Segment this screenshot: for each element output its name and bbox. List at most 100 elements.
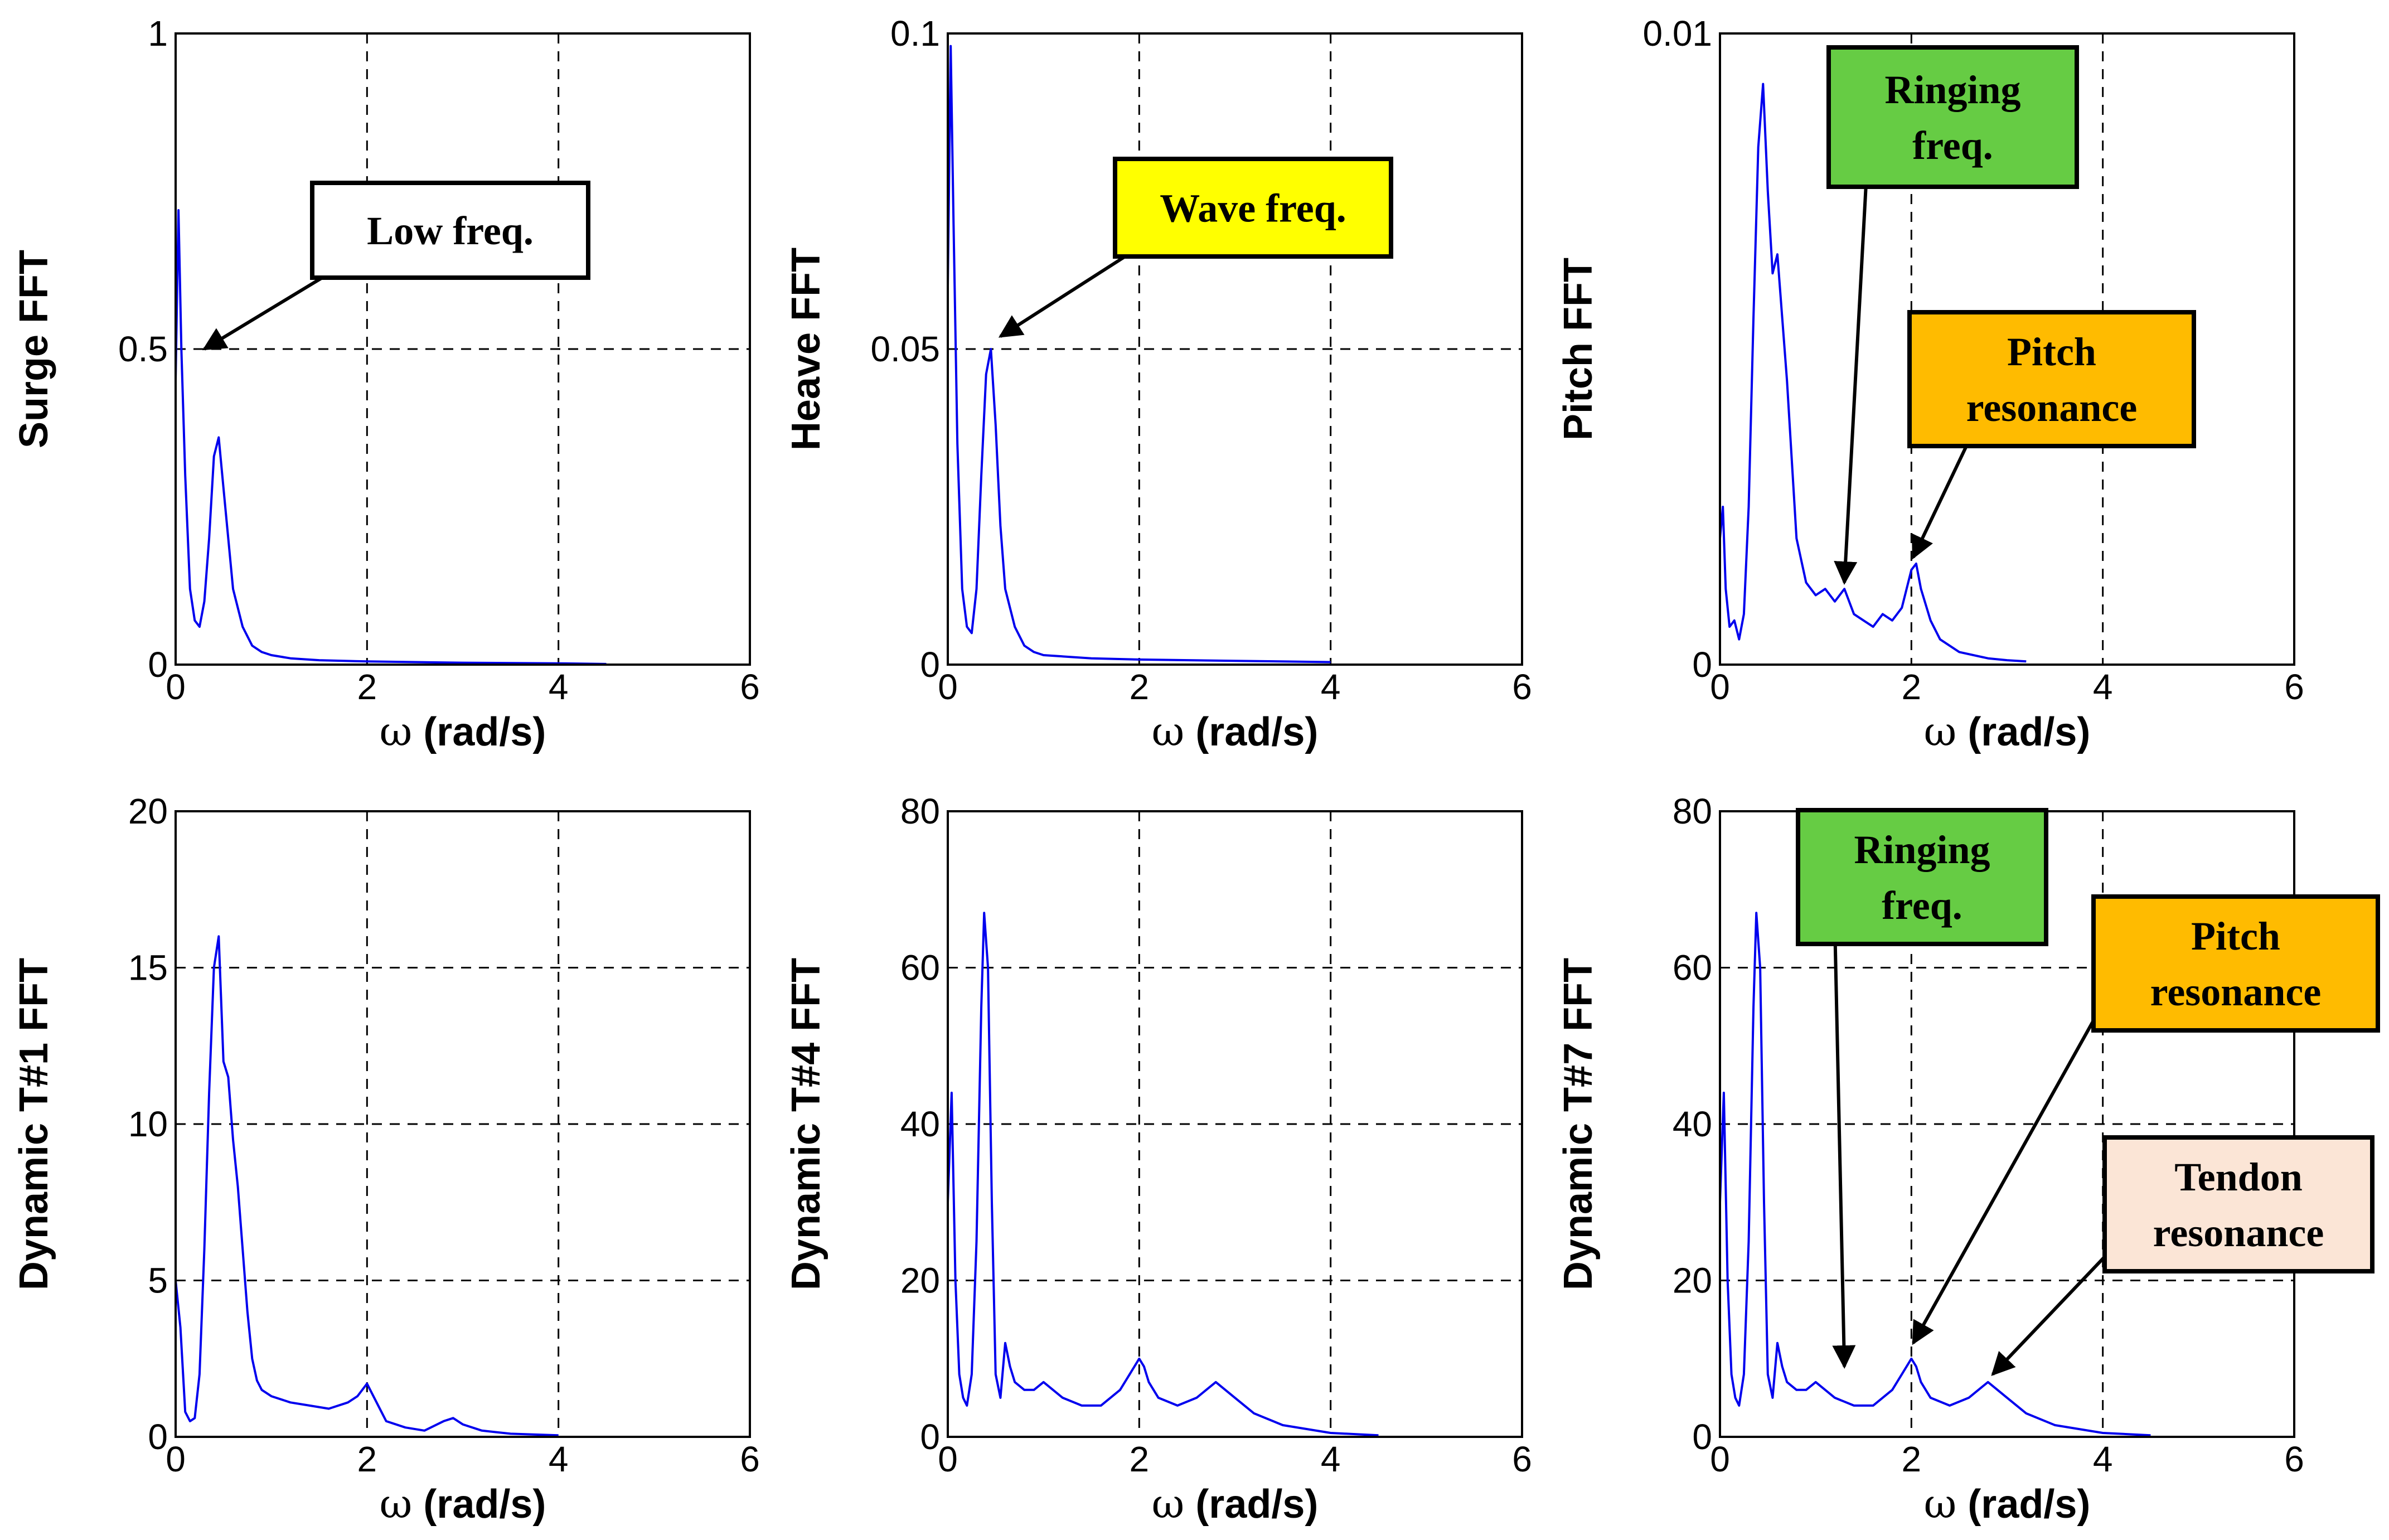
x-tick-label: 4 bbox=[549, 1439, 569, 1479]
annotation-box bbox=[1907, 310, 2196, 448]
y-tick-label: 80 bbox=[900, 791, 940, 831]
annotation-ringing-freq-: Ringing freq. bbox=[1826, 45, 2079, 585]
x-tick-label: 6 bbox=[740, 667, 760, 707]
annotation-box bbox=[1826, 45, 2079, 189]
y-axis-label: Surge FFT bbox=[12, 250, 56, 448]
annotation-label: freq. bbox=[1912, 123, 1993, 168]
y-axis-label: Dynamic T#1 FFT bbox=[12, 958, 56, 1290]
annotation-label: Wave freq. bbox=[1160, 186, 1346, 231]
annotation-label: resonance bbox=[2153, 1210, 2324, 1255]
x-tick-label: 6 bbox=[1512, 667, 1532, 707]
annotation-label: freq. bbox=[1882, 883, 1962, 928]
chart-t1: 0 2 4 6 0 5 10 15 20 ω (rad/s) Dynamic T#1 FFT bbox=[12, 791, 760, 1527]
annotation-box bbox=[1796, 808, 2048, 946]
annotation-box bbox=[2091, 894, 2380, 1033]
plot-frame bbox=[175, 810, 751, 1438]
x-tick-label: 4 bbox=[1321, 667, 1341, 707]
y-axis-label: Dynamic T#4 FFT bbox=[784, 958, 828, 1290]
x-tick-label: 2 bbox=[1130, 667, 1150, 707]
y-tick-label: 40 bbox=[900, 1104, 940, 1144]
annotation-label: resonance bbox=[1966, 385, 2138, 430]
x-tick-label: 4 bbox=[549, 667, 569, 707]
x-tick-label: 0 bbox=[1710, 667, 1730, 707]
y-tick-label: 60 bbox=[1673, 948, 1712, 988]
y-tick-label: 0 bbox=[1692, 645, 1712, 685]
annotation-label: Tendon bbox=[2174, 1155, 2303, 1199]
annotation-low-freq-: Low freq. bbox=[202, 181, 590, 351]
y-tick-label: 0.01 bbox=[1642, 13, 1712, 54]
plot-frame bbox=[175, 32, 751, 666]
annotation-arrow bbox=[202, 276, 323, 351]
annotation-arrow bbox=[1912, 445, 1968, 560]
series-line-t1-0 bbox=[175, 935, 559, 1437]
annotation-label: resonance bbox=[2150, 970, 2322, 1014]
annotation-box bbox=[310, 181, 590, 280]
x-tick-label: 4 bbox=[2093, 1439, 2113, 1479]
y-tick-label: 0.05 bbox=[870, 329, 940, 369]
annotation-pitch-resonance: Pitch resonance bbox=[1912, 894, 2380, 1345]
y-tick-label: 0 bbox=[920, 1417, 940, 1457]
annotation-label: Pitch bbox=[2007, 330, 2096, 374]
x-tick-label: 0 bbox=[938, 1439, 958, 1479]
y-axis-label: Pitch FFT bbox=[1556, 258, 1601, 440]
y-tick-label: 0 bbox=[920, 645, 940, 685]
annotation-arrow bbox=[1991, 1250, 2111, 1376]
x-tick-label: 6 bbox=[2284, 1439, 2304, 1479]
x-axis-label: ω (rad/s) bbox=[1924, 1480, 2091, 1527]
x-tick-label: 2 bbox=[1902, 1439, 1922, 1479]
x-tick-label: 0 bbox=[938, 667, 958, 707]
x-tick-label: 4 bbox=[1321, 1439, 1341, 1479]
y-tick-label: 20 bbox=[128, 791, 168, 831]
x-tick-label: 0 bbox=[166, 667, 186, 707]
annotation-label: Ringing bbox=[1854, 827, 1990, 872]
annotation-arrow bbox=[998, 255, 1126, 338]
series-line-pitch-0 bbox=[1719, 83, 2027, 663]
x-tick-label: 2 bbox=[357, 1439, 377, 1479]
chart-pitch: 0 2 4 6 0 0.01 ω (rad/s) Pitch FFT Ringing freq. P… bbox=[1556, 13, 2304, 755]
x-axis-label: ω (rad/s) bbox=[1152, 1480, 1319, 1527]
y-tick-label: 15 bbox=[128, 948, 168, 988]
y-tick-label: 20 bbox=[1673, 1261, 1712, 1301]
y-tick-label: 5 bbox=[148, 1261, 168, 1301]
y-tick-label: 0 bbox=[1692, 1417, 1712, 1457]
plot-frame bbox=[1719, 32, 2295, 666]
x-tick-label: 6 bbox=[1512, 1439, 1532, 1479]
y-tick-label: 10 bbox=[128, 1104, 168, 1144]
y-axis-label: Heave FFT bbox=[784, 248, 828, 451]
y-tick-label: 0.1 bbox=[890, 13, 940, 54]
x-axis-label: ω (rad/s) bbox=[1152, 708, 1319, 755]
x-tick-label: 6 bbox=[740, 1439, 760, 1479]
chart-surge: 0 2 4 6 0 0.5 1 ω (rad/s) Surge FFT Low freq. bbox=[12, 13, 760, 755]
y-tick-label: 1 bbox=[148, 13, 168, 54]
y-tick-label: 0 bbox=[148, 1417, 168, 1457]
y-tick-label: 80 bbox=[1673, 791, 1712, 831]
y-tick-label: 0.5 bbox=[118, 329, 168, 369]
series-line-heave-0 bbox=[947, 45, 1331, 664]
x-tick-label: 2 bbox=[1130, 1439, 1150, 1479]
annotation-pitch-resonance: Pitch resonance bbox=[1907, 310, 2196, 560]
x-tick-label: 4 bbox=[2093, 667, 2113, 707]
x-tick-label: 0 bbox=[1710, 1439, 1730, 1479]
annotation-arrow bbox=[1912, 1009, 2101, 1345]
annotation-ringing-freq-: Ringing freq. bbox=[1796, 808, 2048, 1369]
annotation-wave-freq-: Wave freq. bbox=[998, 157, 1393, 338]
annotation-box bbox=[1113, 157, 1393, 259]
x-tick-label: 6 bbox=[2284, 667, 2304, 707]
x-tick-label: 2 bbox=[1902, 667, 1922, 707]
y-tick-label: 20 bbox=[900, 1261, 940, 1301]
chart-heave: 0 2 4 6 0 0.05 0.1 ω (rad/s) Heave FFT Wave freq. bbox=[784, 13, 1532, 755]
x-axis-label: ω (rad/s) bbox=[1924, 708, 2091, 755]
series-line-t4-0 bbox=[947, 912, 1379, 1437]
y-tick-label: 40 bbox=[1673, 1104, 1712, 1144]
annotation-label: Low freq. bbox=[367, 209, 534, 253]
x-tick-label: 2 bbox=[357, 667, 377, 707]
annotation-label: Pitch bbox=[2191, 914, 2280, 958]
x-tick-label: 0 bbox=[166, 1439, 186, 1479]
annotation-arrow bbox=[1834, 186, 1868, 585]
annotation-box bbox=[2102, 1135, 2375, 1273]
x-axis-label: ω (rad/s) bbox=[380, 1480, 546, 1527]
y-tick-label: 60 bbox=[900, 948, 940, 988]
